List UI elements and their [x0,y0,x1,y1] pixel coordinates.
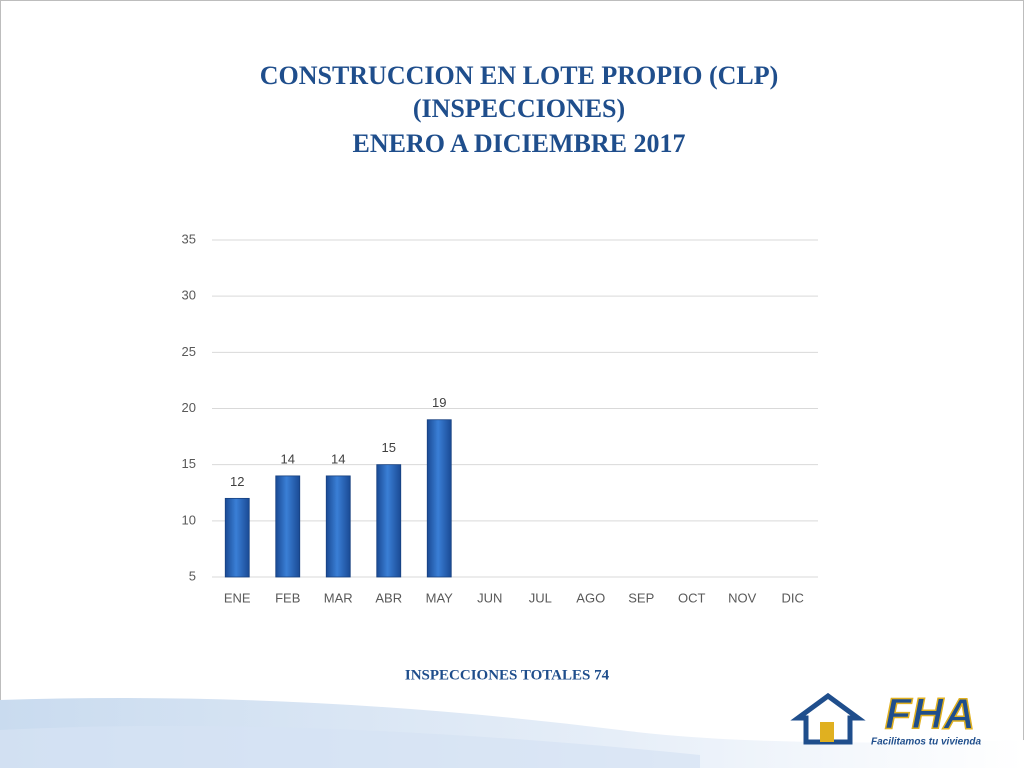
bar [224,497,250,578]
y-tick-label: 15 [182,456,196,471]
data-label: 15 [382,440,396,455]
x-tick-label: MAR [324,590,353,605]
logo-tagline: Facilitamos tu vivienda [871,737,981,748]
data-label: 19 [432,395,446,410]
chart-title: CONSTRUCCION EN LOTE PROPIO (CLP) [260,61,779,90]
logo-text: FHA [885,690,975,739]
logo: FHA Facilitamos tu vivienda [790,689,981,748]
x-tick-label: ENE [224,590,251,605]
bar [275,475,301,578]
logo-house [790,692,866,745]
x-tick-label: OCT [678,590,706,605]
x-tick-label: SEP [628,590,654,605]
chart-title: ENERO A DICIEMBRE 2017 [353,129,686,158]
swoosh [0,725,700,768]
x-tick-label: ABR [375,590,402,605]
logo-door [820,722,834,742]
data-label: 14 [281,451,295,466]
bar [426,419,452,578]
x-tick-label: JUL [529,590,552,605]
y-tick-label: 30 [182,288,196,303]
data-label: 14 [331,451,345,466]
y-tick-label: 10 [182,512,196,527]
y-tick-label: 5 [189,568,196,583]
x-tick-label: NOV [728,590,757,605]
x-tick-label: MAY [426,590,454,605]
footer: INSPECCIONES TOTALES 74 [405,667,610,683]
x-tick-label: AGO [576,590,605,605]
data-label: 12 [230,474,244,489]
y-tick-label: 20 [182,400,196,415]
x-tick-label: DIC [782,590,804,605]
bar [376,464,402,578]
y-tick-label: 25 [182,344,196,359]
chart-title: (INSPECCIONES) [413,94,625,123]
x-tick-label: JUN [477,590,502,605]
bar [325,475,351,578]
x-tick-label: FEB [275,590,300,605]
y-tick-label: 35 [182,231,196,246]
